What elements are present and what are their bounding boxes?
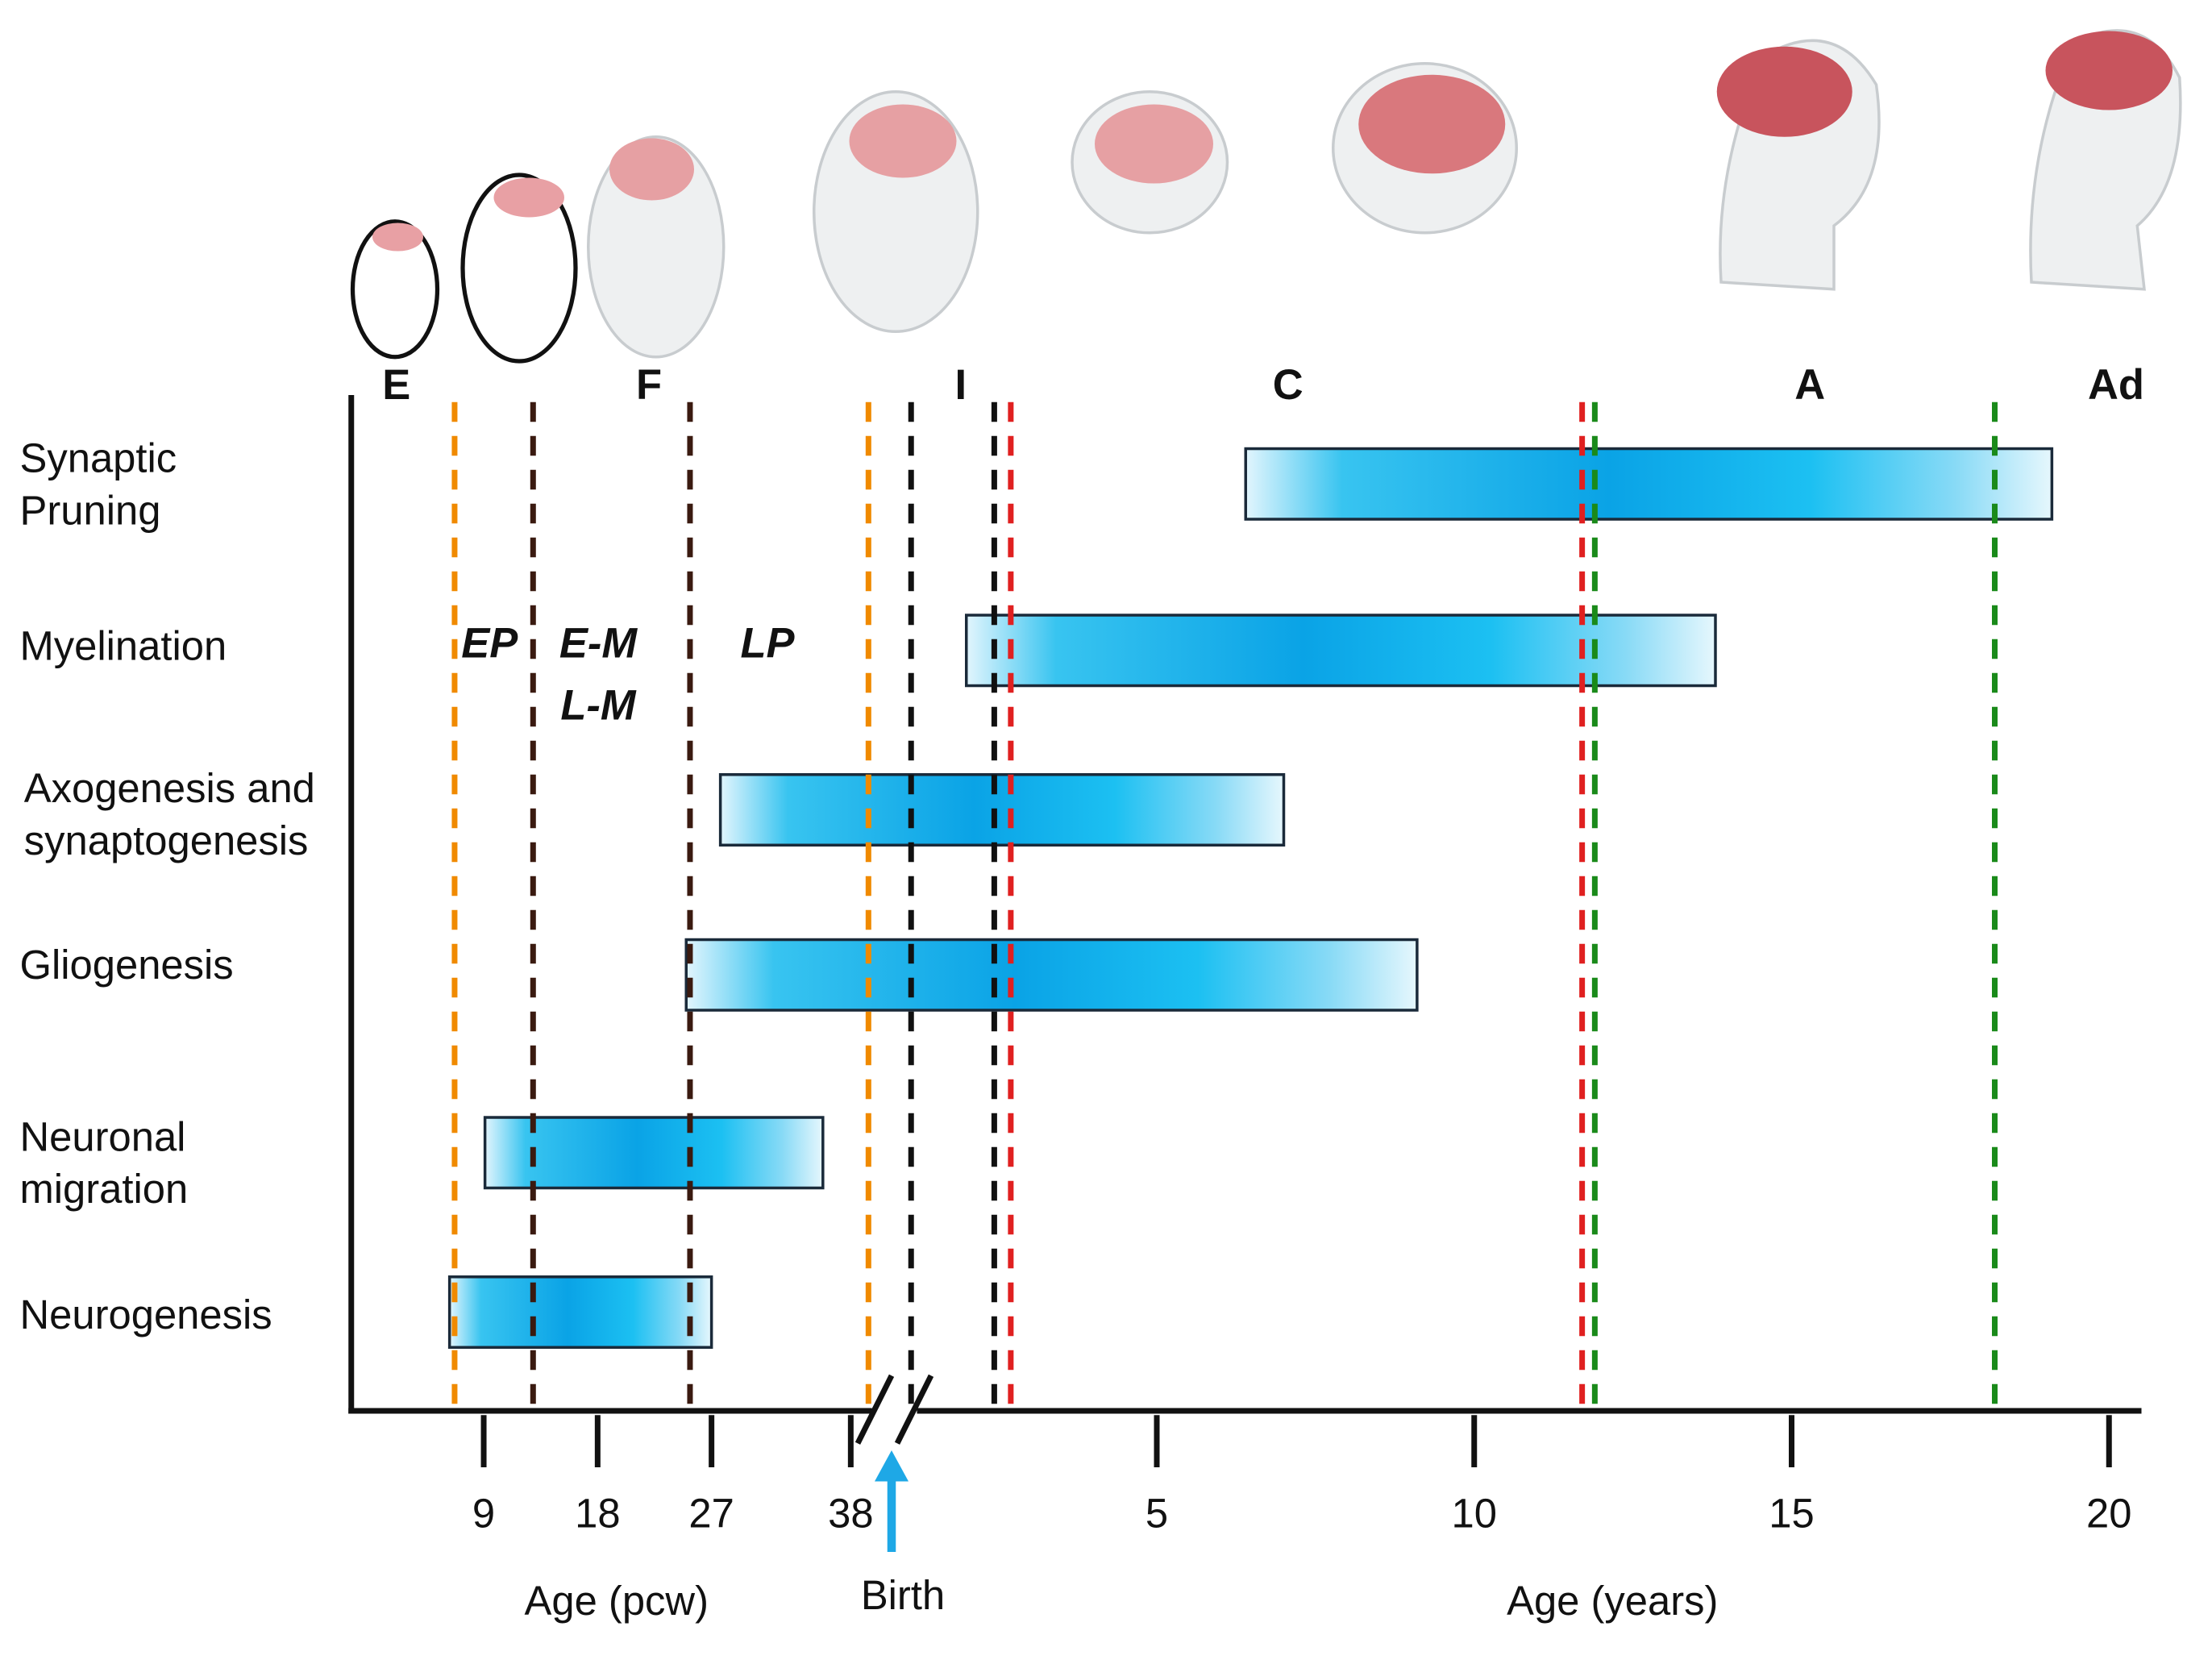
tick-label: 27	[688, 1491, 734, 1537]
period-label: LP	[740, 619, 795, 667]
process-label: Pruning	[20, 487, 161, 533]
stage-label: A	[1794, 361, 1825, 409]
process-bar	[965, 614, 1717, 688]
process-label: Neurogenesis	[20, 1292, 272, 1337]
tick-label: 10	[1452, 1491, 1497, 1537]
stage-label: I	[954, 361, 967, 409]
process-bar	[718, 773, 1286, 847]
process-label: Gliogenesis	[20, 942, 234, 988]
process-bar	[447, 1275, 713, 1350]
tick-label: 18	[575, 1491, 620, 1537]
tick-label: 15	[1769, 1491, 1814, 1537]
tick-label: 5	[1146, 1491, 1168, 1537]
period-label: EP	[461, 619, 518, 667]
process-label: Synaptic	[20, 435, 177, 481]
tick-label: 38	[828, 1491, 873, 1537]
axis-label: Age (years)	[1507, 1578, 1718, 1624]
period-label: L-M	[560, 681, 637, 729]
birth-label: Birth	[861, 1572, 945, 1618]
process-bar	[483, 1116, 825, 1190]
process-label: Neuronal	[20, 1113, 186, 1159]
stage-label: C	[1273, 361, 1304, 409]
illustrations	[350, 29, 2182, 364]
process-label: synaptogenesis	[24, 817, 309, 863]
axis-label: Age (pcw)	[525, 1578, 709, 1624]
axes	[348, 395, 2142, 1445]
process-label: Myelination	[20, 622, 227, 668]
process-bar	[684, 938, 1419, 1012]
tick-label: 20	[2086, 1491, 2131, 1537]
period-label: E-M	[559, 619, 638, 667]
process-label: migration	[20, 1166, 189, 1212]
stage-label: Ad	[2088, 361, 2144, 409]
stage-label: E	[382, 361, 410, 409]
process-bar	[1244, 447, 2054, 521]
birth-arrow	[875, 1450, 908, 1553]
process-label: Axogenesis and	[24, 765, 315, 811]
tick-label: 9	[472, 1491, 495, 1537]
stage-label: F	[636, 361, 662, 409]
